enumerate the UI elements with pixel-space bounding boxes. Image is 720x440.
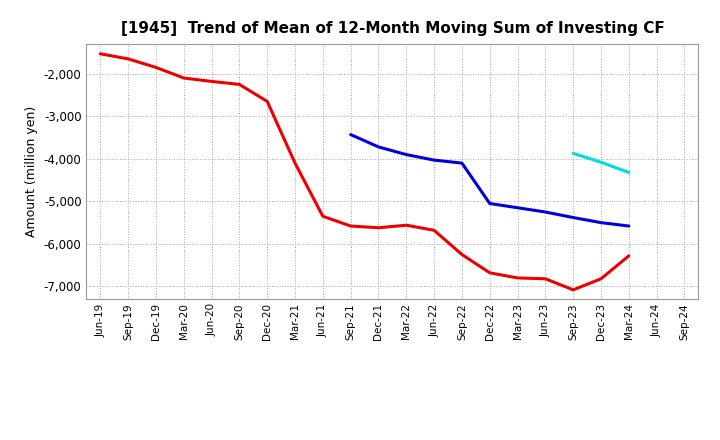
Y-axis label: Amount (million yen): Amount (million yen)	[25, 106, 38, 237]
Title: [1945]  Trend of Mean of 12-Month Moving Sum of Investing CF: [1945] Trend of Mean of 12-Month Moving …	[120, 21, 665, 36]
